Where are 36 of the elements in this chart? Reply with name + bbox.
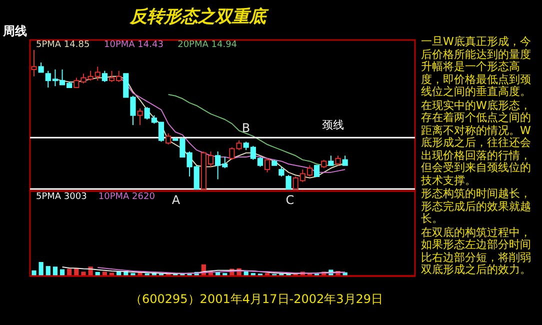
ref-line-label: 颈线 xyxy=(322,118,344,132)
text: 5PMA 3003 xyxy=(36,192,87,202)
text: A xyxy=(172,193,181,207)
candlestick xyxy=(38,62,44,73)
chart-title: 反转形态之双重底 xyxy=(129,7,269,27)
bar xyxy=(67,268,72,276)
text: （600295）2001年4月17日-2002年3月29日 xyxy=(130,292,384,306)
text: C xyxy=(286,193,294,207)
bar xyxy=(52,266,58,276)
bar xyxy=(38,262,44,276)
text: 一旦W底真正形成，今后价格所能达到的量度升幅将是一个形态高度，即价格最低点到颈线位之间的垂直高度。 xyxy=(421,35,532,98)
candlestick xyxy=(335,155,341,166)
text: 在双底的构筑过程中，如果形态左边部分时间比右边部分短，将削弱双底形成之后的效力。 xyxy=(421,226,532,276)
text: 10PMA 14.43 xyxy=(104,40,164,50)
text: 周线 xyxy=(2,24,27,38)
bar xyxy=(130,273,136,276)
text: 20PMA 14.94 xyxy=(178,40,238,50)
text: 在现实中的W底形态，存在着两个低点之间的距离不对称的情况。W底形成之后，往往还会出现价格回落的行情，但会受到来自颈线位的技术支撑。 xyxy=(421,98,532,187)
candlestick xyxy=(137,108,143,126)
annotation: B xyxy=(242,121,250,135)
candlestick xyxy=(264,158,270,173)
candlestick xyxy=(166,132,172,146)
text: 10PMA 2620 xyxy=(98,192,156,202)
bar xyxy=(102,272,107,276)
text: 5PMA 14.85 xyxy=(36,40,90,50)
bar xyxy=(32,270,36,276)
candlestick xyxy=(314,164,320,177)
candlestick xyxy=(342,155,348,166)
bar xyxy=(46,266,50,276)
candlestick xyxy=(328,155,334,166)
candlestick xyxy=(102,70,108,82)
text: 形态构筑的时间越长，形态完成后的效果就越长。 xyxy=(421,187,532,226)
candlestick xyxy=(278,166,284,177)
candlestick xyxy=(286,174,292,190)
candlestick xyxy=(31,50,37,77)
bar xyxy=(81,272,86,276)
